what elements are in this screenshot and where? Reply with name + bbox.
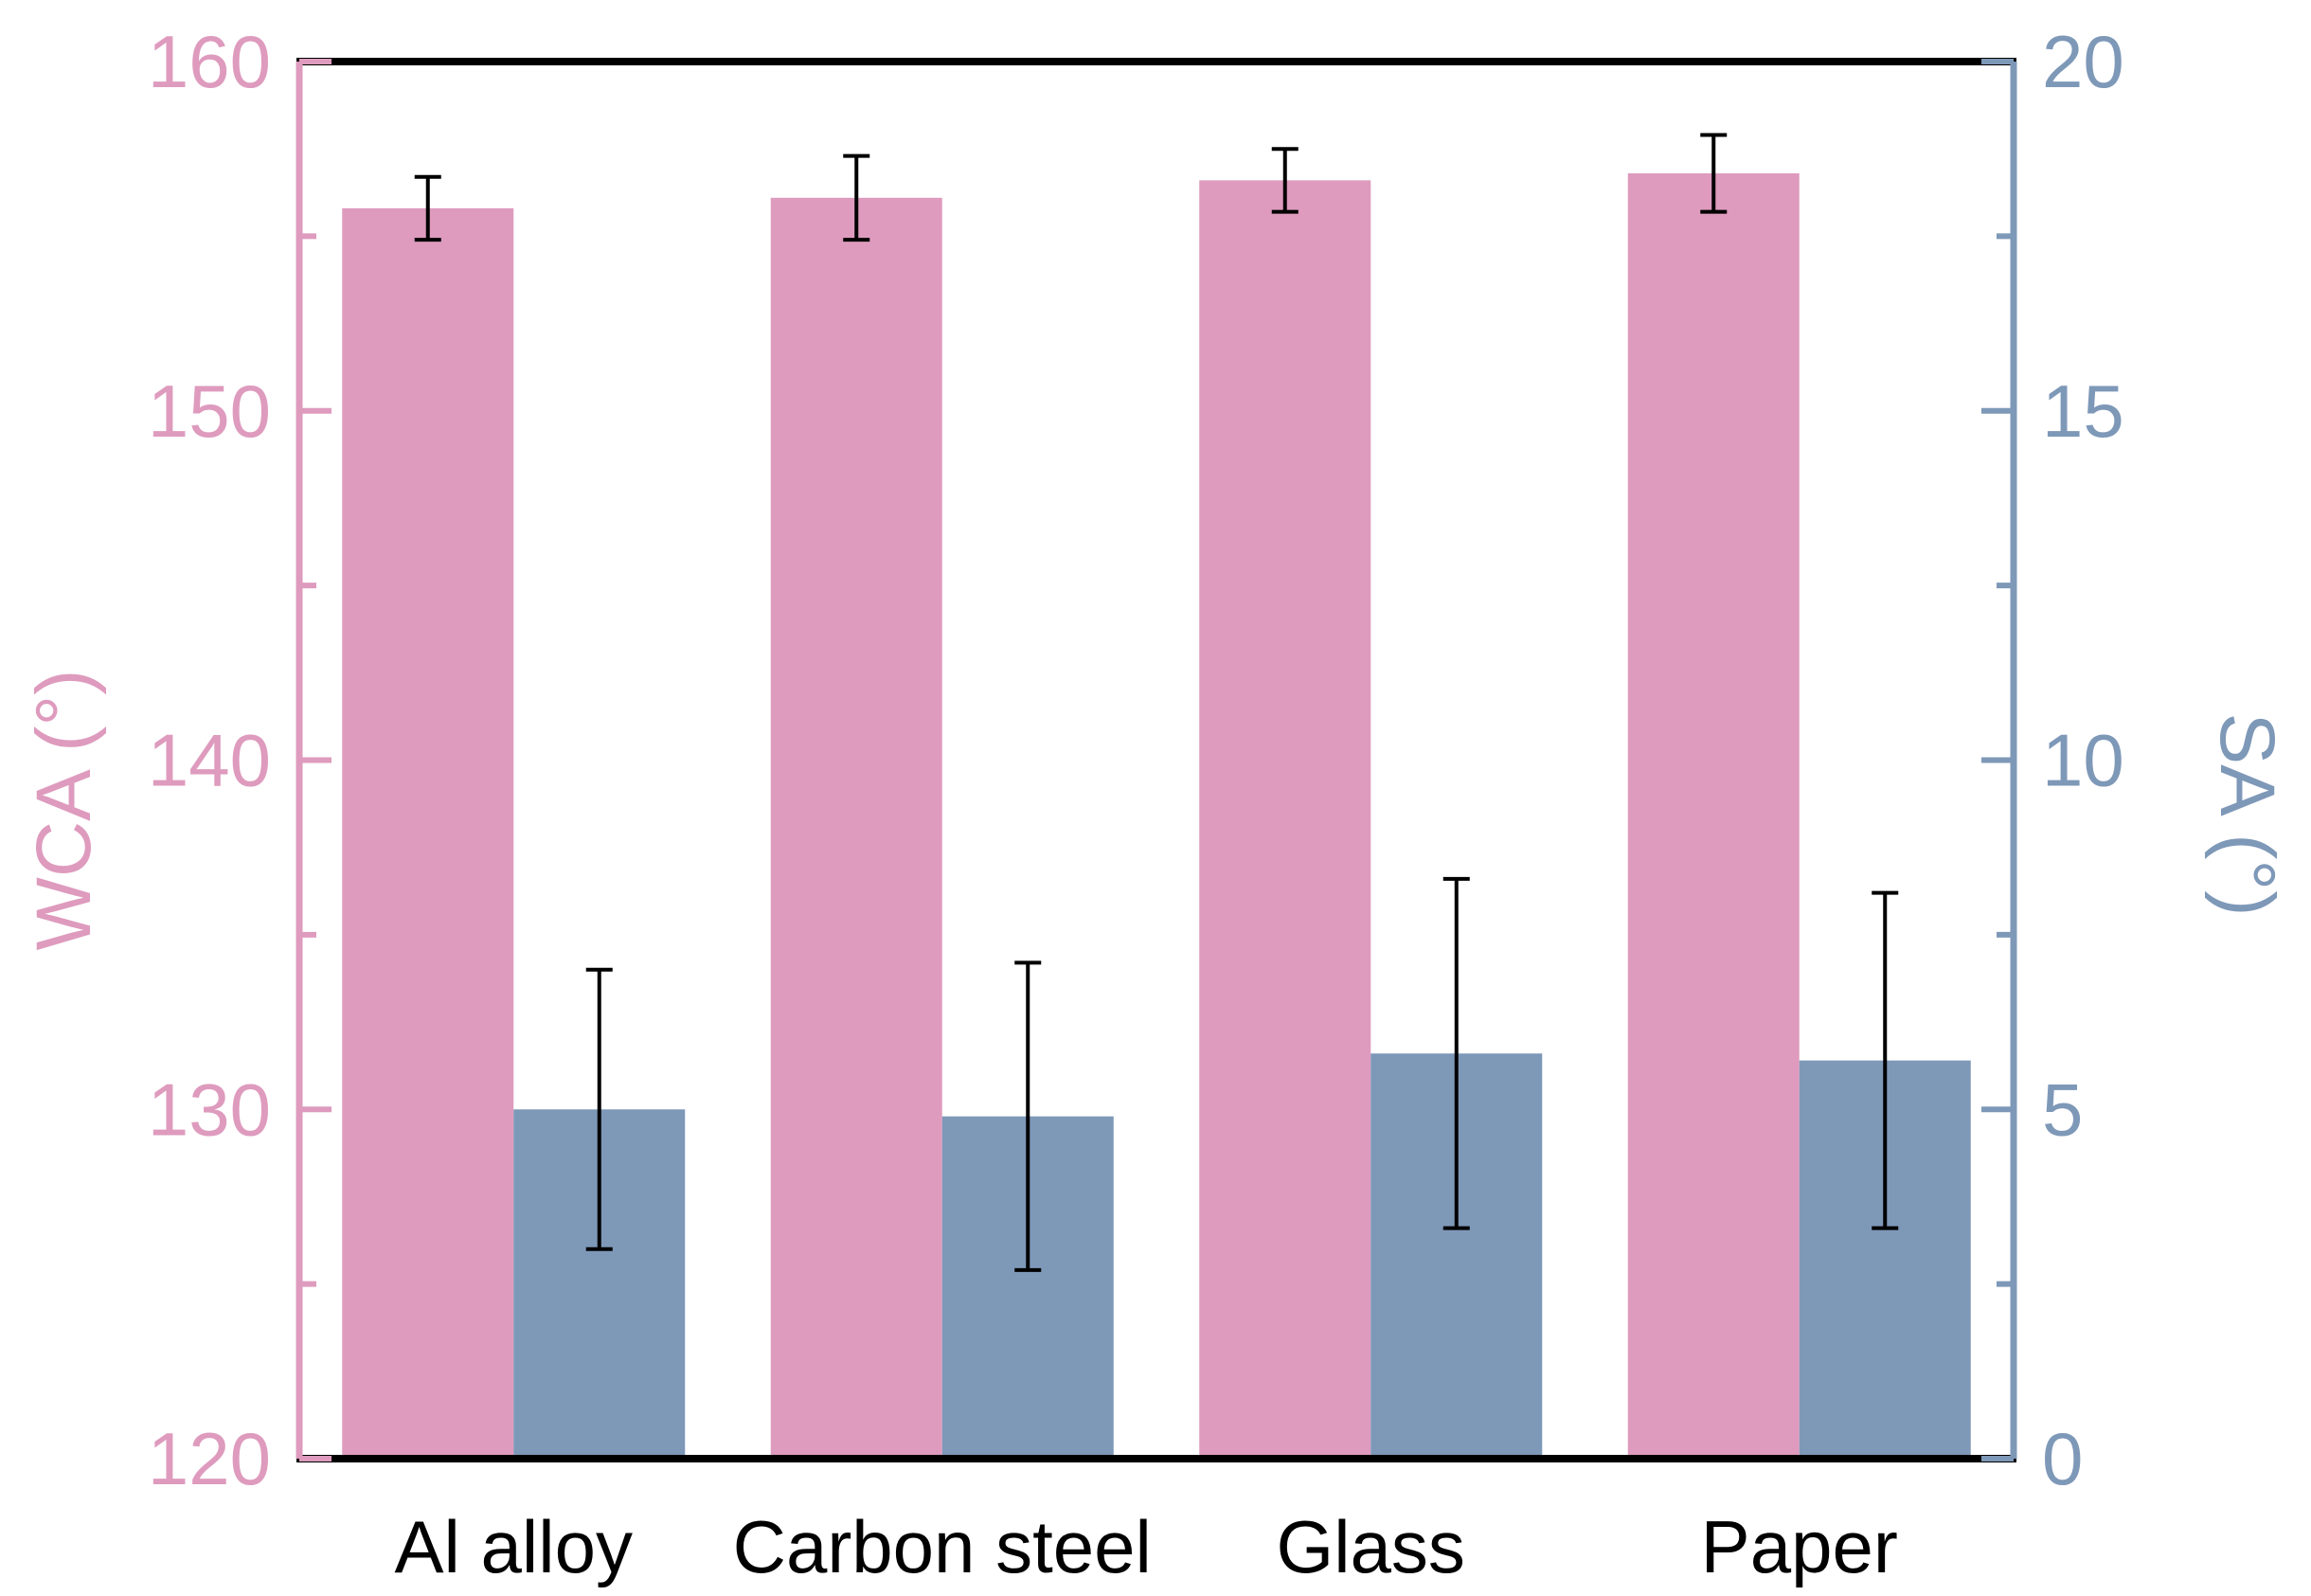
y-axis-title-left: WCA (°)	[21, 670, 107, 951]
left-tick-label-1: 130	[148, 1067, 271, 1151]
category-label-1: Carbon steel	[733, 1505, 1152, 1588]
category-label-group: Al alloy Carbon steel Glass Paper	[395, 1505, 1898, 1588]
tick-label-group: 120 130 140 150 160 0 5 10 15 20	[148, 20, 2124, 1500]
category-label-0: Al alloy	[395, 1505, 633, 1588]
axes-group	[296, 58, 2017, 1462]
y-axis-title-right: SA (°)	[2204, 712, 2290, 916]
category-label-2: Glass	[1277, 1505, 1465, 1588]
category-label-3: Paper	[1701, 1505, 1898, 1588]
bar-wca-0	[342, 207, 514, 1459]
left-tick-label-2: 140	[148, 719, 271, 802]
right-tick-label-3: 15	[2042, 369, 2124, 453]
right-tick-label-0: 0	[2042, 1417, 2083, 1500]
right-tick-label-1: 5	[2042, 1067, 2083, 1151]
error-bar-group	[414, 133, 1899, 1272]
left-tick-label-3: 150	[148, 369, 271, 453]
bar-wca-1	[770, 197, 942, 1459]
bar-group	[342, 173, 1971, 1459]
right-tick-label-2: 10	[2042, 719, 2124, 802]
left-tick-label-4: 160	[148, 20, 271, 103]
left-tick-label-0: 120	[148, 1417, 271, 1500]
bar-wca-3	[1627, 173, 1800, 1459]
bar-wca-2	[1199, 180, 1371, 1459]
right-tick-label-4: 20	[2042, 20, 2124, 103]
